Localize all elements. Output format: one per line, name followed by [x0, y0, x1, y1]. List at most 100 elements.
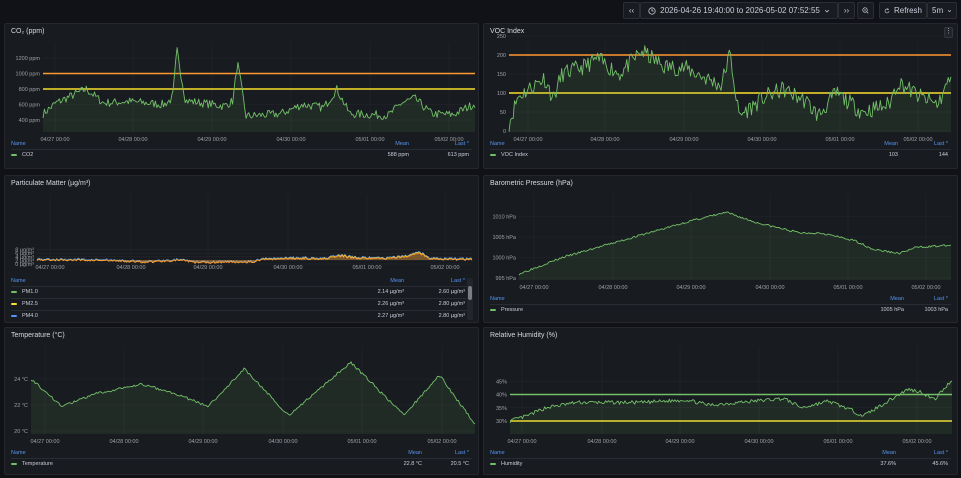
- panel-title: Relative Humidity (%): [490, 332, 558, 339]
- legend-mean-value: 2.14 µg/m³: [377, 289, 404, 295]
- time-range-picker[interactable]: 2026-04-26 19:40:00 to 2026-05-02 07:52:…: [640, 2, 838, 19]
- legend-header-last[interactable]: Last *: [454, 141, 469, 147]
- x-tick-label: 04/27 00:00: [507, 439, 536, 445]
- zoom-out-button[interactable]: [857, 2, 874, 19]
- legend-header-last[interactable]: Last *: [454, 450, 469, 456]
- y-tick-label: 40%: [496, 393, 507, 399]
- legend-color-swatch: [11, 154, 17, 156]
- panel-title: Particulate Matter (µg/m³): [11, 180, 91, 187]
- legend-series-name: Pressure: [501, 307, 524, 313]
- panel-menu-button[interactable]: ⋮: [944, 27, 953, 38]
- x-tick-label: 04/29 00:00: [669, 137, 698, 143]
- legend-header-last[interactable]: Last *: [933, 296, 948, 302]
- x-tick-label: 05/02 00:00: [434, 137, 463, 143]
- dashboard-toolbar: ‹‹ 2026-04-26 19:40:00 to 2026-05-02 07:…: [0, 0, 961, 22]
- legend-series-name: Temperature: [22, 461, 53, 467]
- zoom-out-icon: [862, 7, 869, 14]
- x-tick-label: 04/27 00:00: [519, 285, 548, 291]
- x-tick-label: 05/01 00:00: [833, 285, 862, 291]
- scrollbar-thumb[interactable]: [468, 286, 472, 300]
- time-back-button[interactable]: ‹‹: [623, 2, 640, 19]
- legend-series-name: PM2.5: [22, 301, 38, 307]
- humidity-panel: Relative Humidity (%) 45% 40% 35% 30% 04/27 …: [483, 327, 958, 475]
- legend-color-swatch: [490, 154, 496, 156]
- x-tick-label: 04/28 00:00: [590, 137, 619, 143]
- y-tick-label: 0 µg/m³: [15, 262, 34, 268]
- y-tick-label: 1200 ppm: [16, 56, 41, 62]
- legend-item[interactable]: Pressure: [490, 306, 523, 314]
- legend-header-name[interactable]: Name: [490, 296, 505, 302]
- legend-header-name[interactable]: Name: [11, 278, 26, 284]
- temperature-chart: 24 °C 22 °C 20 °C04/27 00:00 04/28 00:00 04/…: [14, 346, 476, 445]
- co2-chart: 1200 ppm 1000 ppm 800 ppm 600 ppm 400 ppm 04/…: [16, 42, 476, 143]
- series-area: [43, 47, 475, 132]
- legend-header-last[interactable]: Last *: [933, 450, 948, 456]
- y-tick-label: 800 ppm: [19, 87, 41, 93]
- series-area: [509, 45, 951, 133]
- x-tick-label: 05/01 00:00: [352, 265, 381, 271]
- legend-divider: [11, 298, 472, 299]
- x-tick-label: 04/27 00:00: [40, 137, 69, 143]
- series-area: [31, 361, 475, 434]
- series-area: [519, 211, 951, 280]
- legend-header-last[interactable]: Last *: [933, 141, 948, 147]
- legend-mean-value: 37.6%: [880, 461, 896, 467]
- legend-header-name[interactable]: Name: [11, 450, 26, 456]
- x-tick-label: 05/01 00:00: [347, 439, 376, 445]
- legend-divider: [11, 149, 472, 150]
- legend-item[interactable]: VOC Index: [490, 151, 528, 159]
- panel-title: Temperature (°C): [11, 332, 65, 339]
- legend-header-mean[interactable]: Mean: [395, 141, 409, 147]
- x-tick-label: 05/01 00:00: [825, 137, 854, 143]
- temperature-legend: Name Mean Last * Temperature 22.8 °C 20.5 °C: [11, 450, 472, 474]
- legend-last-value: 2.80 µg/m³: [438, 301, 465, 307]
- y-tick-label: 1010 hPa: [492, 215, 516, 221]
- x-tick-label: 04/30 00:00: [276, 137, 305, 143]
- legend-item[interactable]: PM4.0: [11, 312, 38, 320]
- legend-color-swatch: [11, 303, 17, 305]
- legend-header-name[interactable]: Name: [490, 141, 505, 147]
- legend-item[interactable]: Temperature: [11, 460, 53, 468]
- legend-color-swatch: [11, 315, 17, 317]
- legend-scrollbar[interactable]: [467, 278, 473, 320]
- legend-header-name[interactable]: Name: [490, 450, 505, 456]
- refresh-interval-picker[interactable]: 5m: [927, 2, 957, 19]
- legend-header-mean[interactable]: Mean: [882, 450, 896, 456]
- legend-series-name: PM4.0: [22, 313, 38, 319]
- pressure-panel: Barometric Pressure (hPa) 1010 hPa 1005 h…: [483, 175, 958, 323]
- x-tick-label: 05/01 00:00: [823, 439, 852, 445]
- refresh-icon: [884, 7, 890, 13]
- time-forward-button[interactable]: ››: [838, 2, 855, 19]
- legend-header-mean[interactable]: Mean: [390, 278, 404, 284]
- legend-item[interactable]: Humidity: [490, 460, 522, 468]
- legend-last-value: 1003 hPa: [924, 307, 948, 313]
- series-line: [508, 45, 952, 132]
- x-tick-label: 05/02 00:00: [911, 285, 940, 291]
- legend-header-mean[interactable]: Mean: [890, 296, 904, 302]
- x-tick-label: 04/27 00:00: [513, 137, 542, 143]
- legend-header-name[interactable]: Name: [11, 141, 26, 147]
- x-tick-label: 04/30 00:00: [268, 439, 297, 445]
- legend-divider: [490, 458, 951, 459]
- legend-item[interactable]: PM1.0: [11, 288, 38, 296]
- legend-last-value: 20.5 °C: [450, 461, 469, 467]
- voc-legend: Name Mean Last * VOC Index 103 144: [490, 141, 951, 168]
- legend-header-mean[interactable]: Mean: [884, 141, 898, 147]
- y-tick-label: 8 µg/m³: [15, 248, 34, 254]
- legend-header-mean[interactable]: Mean: [408, 450, 422, 456]
- legend-mean-value: 2.27 µg/m³: [377, 313, 404, 319]
- legend-header-last[interactable]: Last *: [450, 278, 465, 284]
- co2-legend: Name Mean Last * CO2 588 ppm 613 ppm: [11, 141, 472, 168]
- refresh-button[interactable]: Refresh: [879, 2, 927, 19]
- x-tick-label: 04/30 00:00: [273, 265, 302, 271]
- x-tick-label: 04/28 00:00: [109, 439, 138, 445]
- legend-divider: [11, 286, 472, 287]
- legend-item[interactable]: CO2: [11, 151, 33, 159]
- y-tick-label: 30%: [496, 419, 507, 425]
- legend-last-value: 45.6%: [932, 461, 948, 467]
- legend-item[interactable]: PM2.5: [11, 300, 38, 308]
- x-tick-label: 04/28 00:00: [116, 265, 145, 271]
- y-tick-label: 1000 ppm: [16, 72, 41, 78]
- legend-color-swatch: [11, 463, 17, 465]
- x-tick-label: 04/28 00:00: [587, 439, 616, 445]
